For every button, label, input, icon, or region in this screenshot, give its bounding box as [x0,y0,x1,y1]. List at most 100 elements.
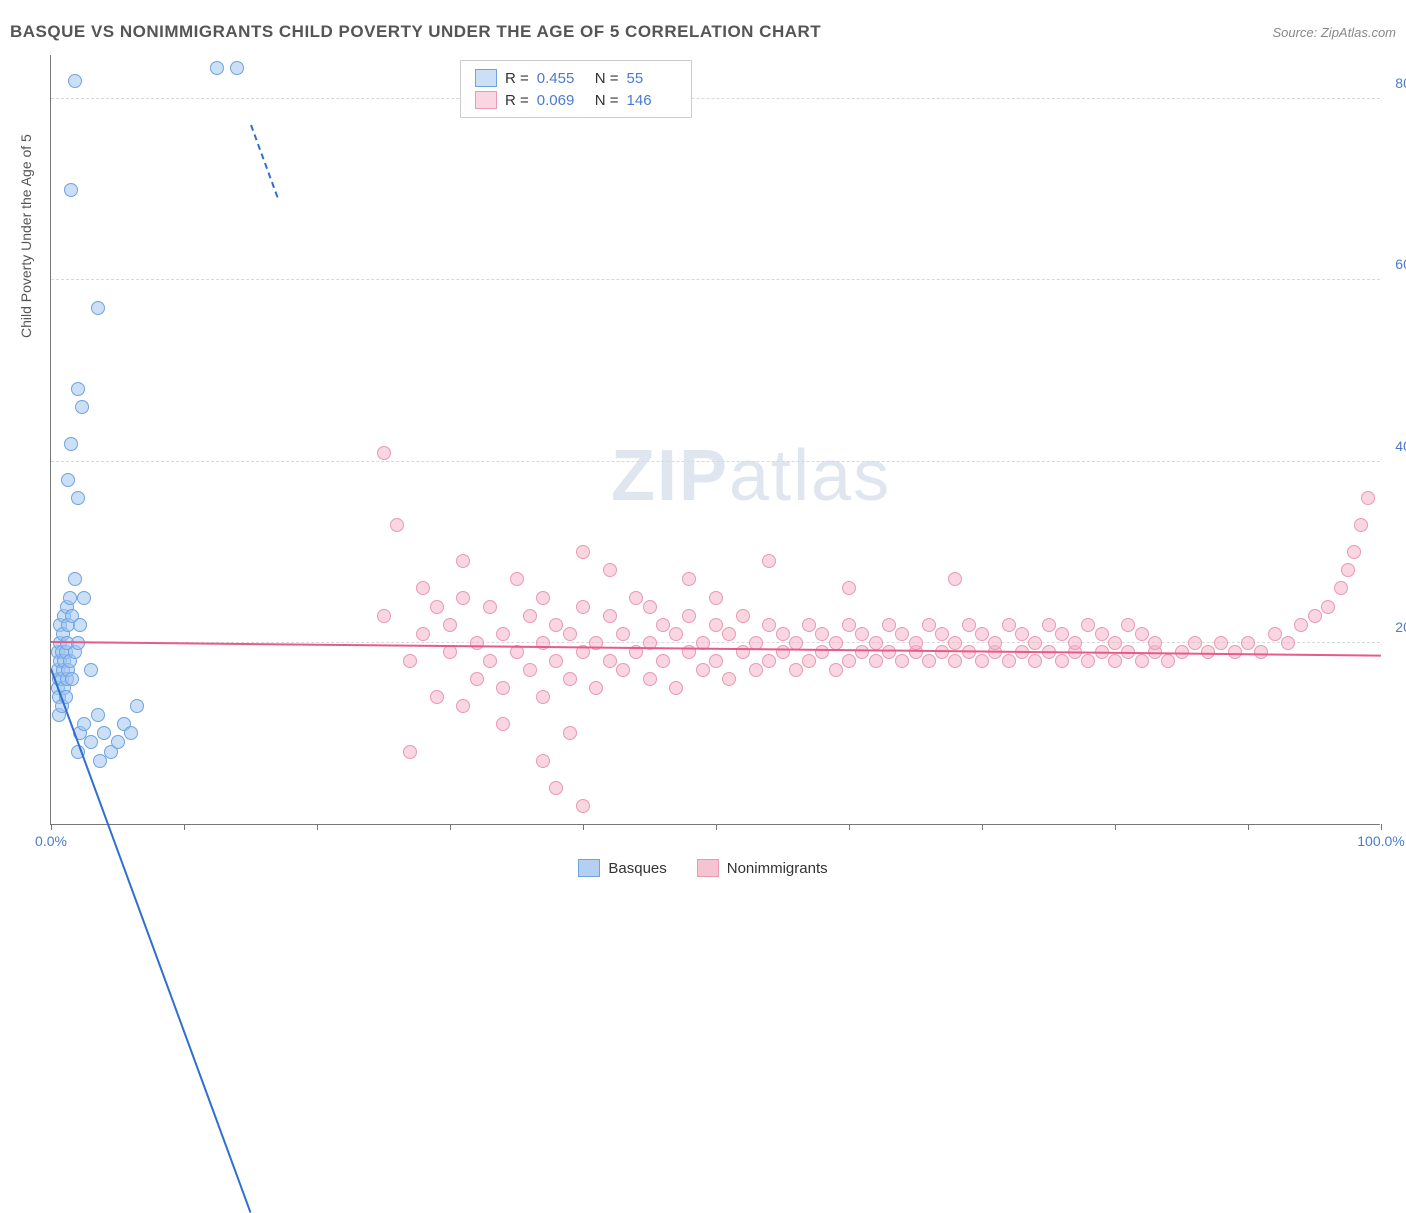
scatter-point [75,400,89,414]
scatter-point [1334,581,1348,595]
scatter-point [696,663,710,677]
scatter-point [536,591,550,605]
x-tick [51,824,52,830]
scatter-point [603,609,617,623]
scatter-point [430,690,444,704]
scatter-point [988,636,1002,650]
legend-n-value: 55 [627,70,677,87]
scatter-point [855,645,869,659]
scatter-point [656,654,670,668]
scatter-point [1254,645,1268,659]
x-tick [450,824,451,830]
scatter-point [1095,627,1109,641]
scatter-point [948,572,962,586]
scatter-point [603,654,617,668]
scatter-point [643,672,657,686]
scatter-point [802,618,816,632]
scatter-point [709,591,723,605]
scatter-point [1015,627,1029,641]
scatter-point [84,663,98,677]
scatter-point [948,654,962,668]
scatter-point [64,437,78,451]
scatter-point [549,781,563,795]
scatter-point [1121,618,1135,632]
scatter-point [1214,636,1228,650]
scatter-point [935,627,949,641]
scatter-point [1135,654,1149,668]
scatter-point [68,572,82,586]
scatter-point [390,518,404,532]
scatter-point [882,645,896,659]
source-label: Source: ZipAtlas.com [1272,25,1396,40]
correlation-legend-row: R = 0.069 N = 146 [475,89,677,111]
scatter-point [84,735,98,749]
x-tick-label: 0.0% [35,833,67,849]
scatter-point [1081,654,1095,668]
trend-line [250,125,278,198]
chart-title: BASQUE VS NONIMMIGRANTS CHILD POVERTY UN… [10,22,821,42]
legend-swatch-icon [697,859,719,877]
scatter-point [842,654,856,668]
scatter-point [1055,654,1069,668]
scatter-point [576,799,590,813]
scatter-point [124,726,138,740]
scatter-point [1347,545,1361,559]
scatter-point [869,636,883,650]
scatter-point [77,591,91,605]
gridline [51,279,1380,280]
scatter-point [1135,627,1149,641]
scatter-point [815,627,829,641]
x-tick [1248,824,1249,830]
scatter-point [1148,636,1162,650]
legend-r-label: R = [505,70,529,87]
scatter-point [563,627,577,641]
legend-item-nonimmigrants: Nonimmigrants [697,859,828,877]
scatter-point [722,672,736,686]
x-tick [1115,824,1116,830]
scatter-point [1294,618,1308,632]
scatter-point [73,618,87,632]
scatter-point [589,681,603,695]
scatter-point [510,572,524,586]
legend-n-value: 146 [627,92,677,109]
x-tick [1381,824,1382,830]
scatter-point [1308,609,1322,623]
correlation-legend-row: R = 0.455 N = 55 [475,67,677,89]
scatter-point [802,654,816,668]
scatter-point [91,708,105,722]
scatter-point [669,627,683,641]
scatter-point [629,591,643,605]
scatter-point [762,654,776,668]
gridline [51,461,1380,462]
scatter-point [1055,627,1069,641]
scatter-point [1268,627,1282,641]
x-tick [184,824,185,830]
scatter-point [909,636,923,650]
scatter-point [61,473,75,487]
scatter-point [709,618,723,632]
scatter-point [1108,654,1122,668]
scatter-point [1028,636,1042,650]
scatter-point [549,654,563,668]
scatter-point [210,61,224,75]
scatter-point [523,663,537,677]
scatter-point [749,663,763,677]
scatter-point [1281,636,1295,650]
scatter-point [669,681,683,695]
scatter-point [603,563,617,577]
y-axis-label: Child Poverty Under the Age of 5 [18,134,34,338]
title-bar: BASQUE VS NONIMMIGRANTS CHILD POVERTY UN… [10,22,1396,42]
scatter-point [1042,618,1056,632]
legend-label: Basques [608,860,666,877]
scatter-point [65,672,79,686]
x-tick [317,824,318,830]
scatter-point [948,636,962,650]
scatter-point [456,699,470,713]
scatter-point [975,627,989,641]
scatter-point [416,627,430,641]
scatter-point [869,654,883,668]
scatter-point [776,627,790,641]
scatter-point [536,690,550,704]
legend-r-value: 0.069 [537,92,587,109]
scatter-point [975,654,989,668]
